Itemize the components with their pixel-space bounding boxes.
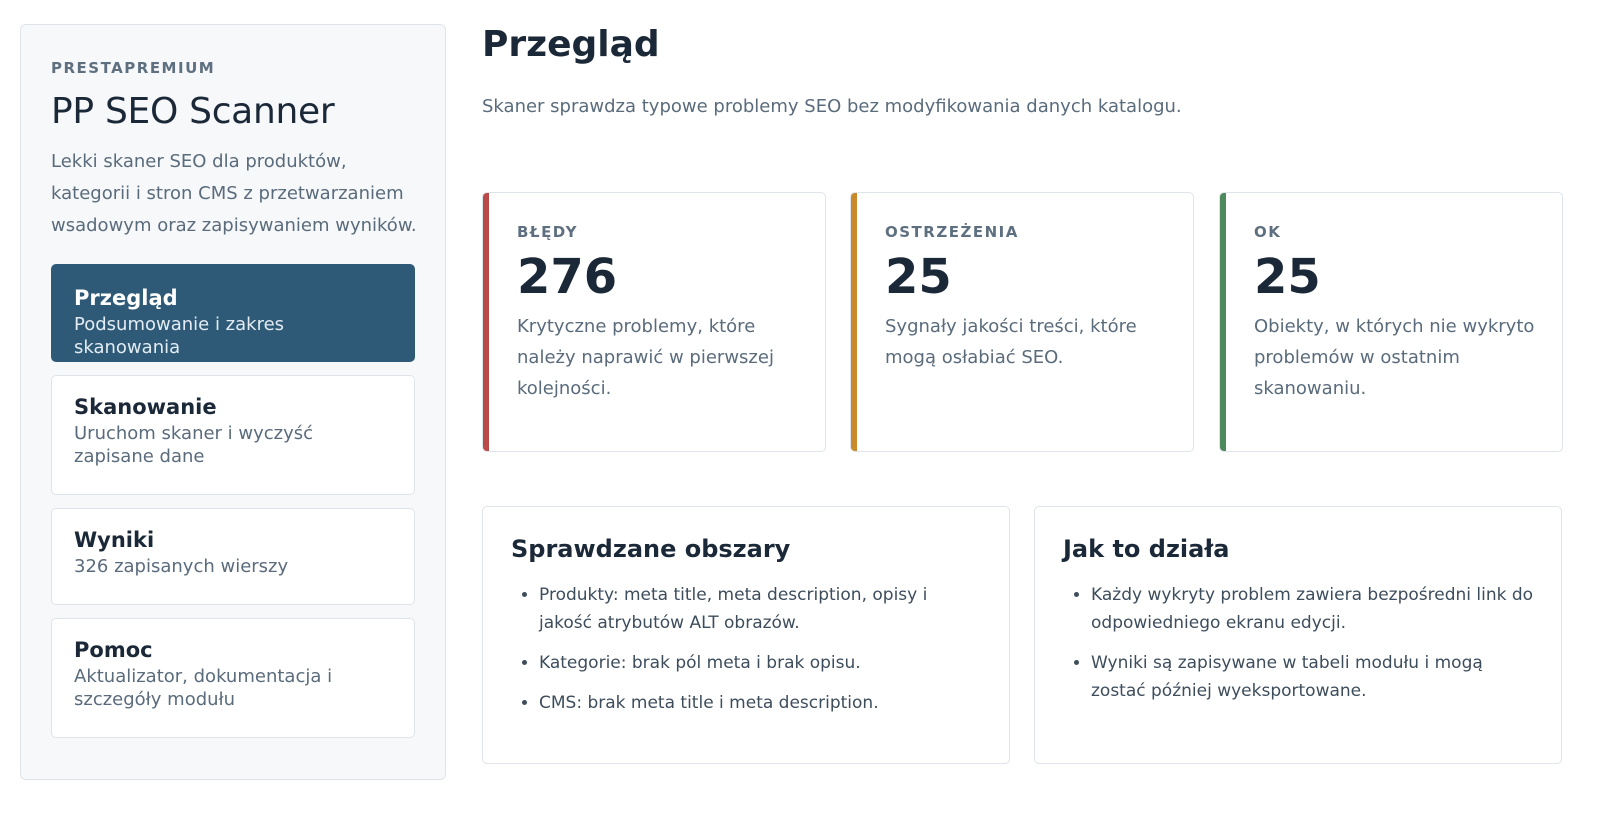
stat-description: Sygnały jakości treści, które mogą osłab…: [885, 316, 1137, 368]
app-description: Lekki skaner SEO dla produktów, kategori…: [51, 151, 417, 236]
brand-label: PRESTAPREMIUM: [51, 59, 216, 77]
stat-label: OK: [1254, 223, 1282, 241]
panel-list: Każdy wykryty problem zawiera bezpośredn…: [1063, 581, 1535, 705]
page-description: Skaner sprawdza typowe problemy SEO bez …: [482, 96, 1182, 117]
stat-card-ok: OK 25 Obiekty, w których nie wykryto pro…: [1219, 192, 1563, 452]
nav-item-title: Skanowanie: [74, 395, 217, 419]
nav-item-title: Wyniki: [74, 528, 155, 552]
stat-value: 25: [885, 249, 952, 305]
panel-title: Sprawdzane obszary: [511, 535, 791, 563]
sidebar-nav: Przegląd Podsumowanie i zakres skanowani…: [51, 264, 415, 738]
sidebar: PRESTAPREMIUM PP SEO Scanner Lekki skane…: [20, 24, 446, 780]
panel-checked-areas: Sprawdzane obszary Produkty: meta title,…: [482, 506, 1010, 764]
status-bar-ok: [1220, 193, 1226, 451]
nav-item-wyniki[interactable]: Wyniki 326 zapisanych wierszy: [51, 508, 415, 605]
stat-card-errors: BŁĘDY 276 Krytyczne problemy, które nale…: [482, 192, 826, 452]
nav-item-skanowanie[interactable]: Skanowanie Uruchom skaner i wyczyść zapi…: [51, 375, 415, 495]
nav-item-title: Przegląd: [74, 286, 178, 310]
nav-item-przeglad[interactable]: Przegląd Podsumowanie i zakres skanowani…: [51, 264, 415, 362]
stat-card-warnings: OSTRZEŻENIA 25 Sygnały jakości treści, k…: [850, 192, 1194, 452]
list-item: CMS: brak meta title i meta description.: [539, 689, 983, 717]
nav-item-subtitle: Podsumowanie i zakres skanowania: [74, 314, 285, 358]
panel-list: Produkty: meta title, meta description, …: [511, 581, 983, 717]
stat-description: Obiekty, w których nie wykryto problemów…: [1254, 316, 1535, 399]
list-item: Produkty: meta title, meta description, …: [539, 581, 983, 637]
list-item: Kategorie: brak pól meta i brak opisu.: [539, 649, 983, 677]
stat-label: BŁĘDY: [517, 223, 579, 241]
status-bar-error: [483, 193, 489, 451]
nav-item-pomoc[interactable]: Pomoc Aktualizator, dokumentacja i szcze…: [51, 618, 415, 738]
nav-item-title: Pomoc: [74, 638, 153, 662]
stat-value: 276: [517, 249, 618, 305]
main-content: Przegląd Skaner sprawdza typowe problemy…: [482, 0, 1572, 817]
nav-item-subtitle: 326 zapisanych wierszy: [74, 556, 289, 577]
panel-how-it-works: Jak to działa Każdy wykryty problem zawi…: [1034, 506, 1562, 764]
page-title: Przegląd: [482, 24, 660, 65]
list-item: Wyniki są zapisywane w tabeli modułu i m…: [1091, 649, 1535, 705]
nav-item-subtitle: Aktualizator, dokumentacja i szczegóły m…: [74, 666, 333, 710]
stat-value: 25: [1254, 249, 1321, 305]
stat-label: OSTRZEŻENIA: [885, 223, 1019, 241]
app-title: PP SEO Scanner: [51, 91, 335, 132]
status-bar-warning: [851, 193, 857, 451]
stat-description: Krytyczne problemy, które należy naprawi…: [517, 316, 774, 399]
nav-item-subtitle: Uruchom skaner i wyczyść zapisane dane: [74, 423, 314, 467]
list-item: Każdy wykryty problem zawiera bezpośredn…: [1091, 581, 1535, 637]
panel-title: Jak to działa: [1063, 535, 1230, 563]
